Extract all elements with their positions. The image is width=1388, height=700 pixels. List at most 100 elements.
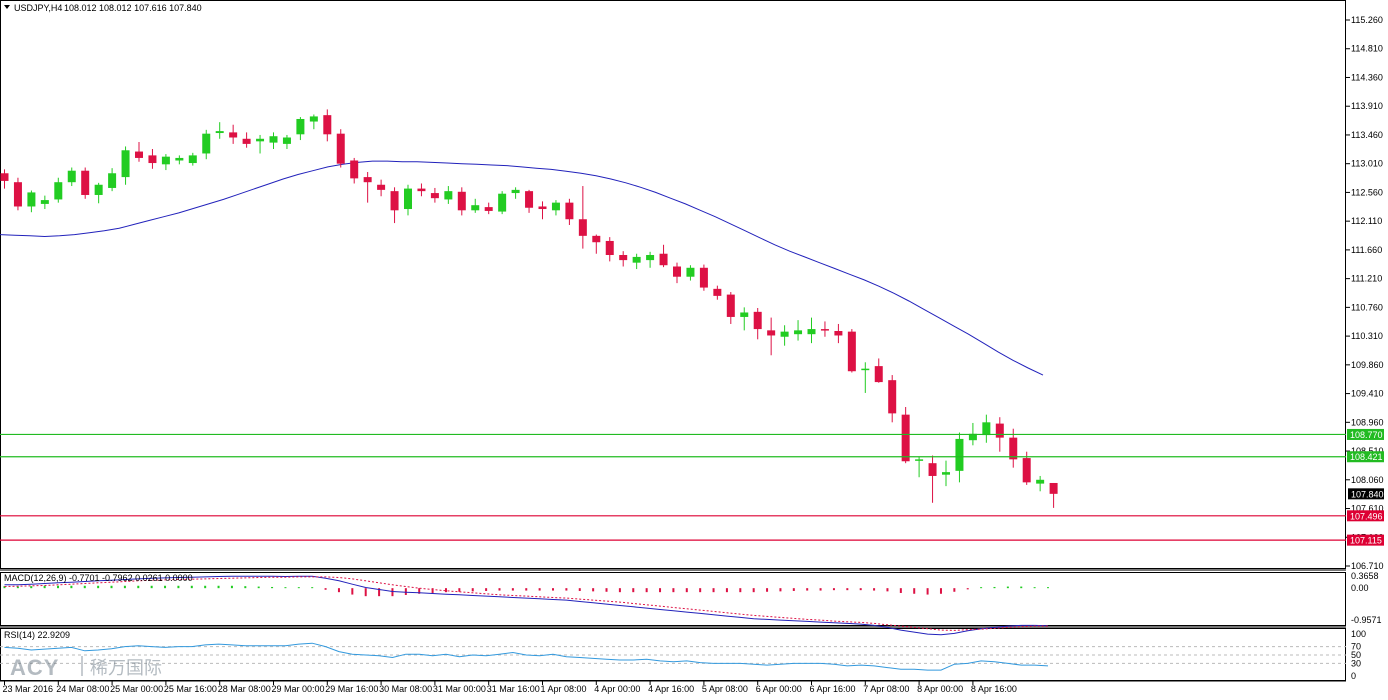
candle-body: [713, 288, 722, 296]
level-price-label: 108.421: [1350, 452, 1383, 462]
macd-histogram-bar: [337, 588, 340, 593]
candle: [713, 285, 722, 300]
macd-histogram-bar: [993, 586, 996, 589]
price-tick-label: 114.810: [1351, 44, 1383, 54]
candle-body: [13, 182, 22, 207]
candle: [1036, 475, 1045, 492]
macd-histogram-bar: [618, 588, 621, 593]
macd-histogram-bar: [886, 588, 889, 592]
level-price-box: [1347, 510, 1384, 522]
candle-body: [121, 150, 130, 178]
time-tick-label: 8 Apr 16:00: [971, 684, 1017, 694]
candle: [767, 317, 776, 356]
dropdown-triangle-icon[interactable]: [4, 5, 10, 9]
price-tick-label: 106.710: [1351, 561, 1384, 571]
candle: [659, 244, 668, 268]
candle: [188, 152, 197, 166]
macd-histogram-bar: [177, 585, 180, 589]
price-tick-label: 113.010: [1351, 159, 1383, 169]
candle-body: [659, 253, 668, 266]
candle: [807, 317, 816, 344]
candle-body: [955, 438, 964, 471]
candle: [242, 132, 251, 148]
macd-histogram-bar: [832, 588, 835, 591]
macd-histogram-bar: [632, 588, 635, 593]
macd-histogram-bar: [806, 588, 809, 591]
macd-histogram-bar: [565, 588, 568, 591]
candle: [282, 134, 291, 149]
macd-histogram-bar: [846, 588, 849, 591]
macd-histogram-bar: [926, 588, 929, 595]
level-price-box: [1347, 534, 1384, 546]
price-tick-label: 110.310: [1351, 331, 1383, 341]
macd-histogram-bar: [43, 585, 46, 589]
time-tick-label: 8 Apr 00:00: [917, 684, 963, 694]
candle-body: [605, 240, 614, 256]
candle: [0, 169, 9, 189]
candle-body: [874, 366, 883, 383]
candle: [256, 134, 265, 154]
macd-indicator: 0.3658 0.00 -0.9571: [3, 571, 1382, 636]
candle: [982, 414, 991, 443]
watermark-brand: ACY: [10, 655, 59, 680]
time-tick-label: 1 Apr 08:00: [541, 684, 587, 694]
candle-body: [282, 137, 291, 144]
candle: [202, 129, 211, 160]
macd-histogram-bar: [271, 586, 274, 589]
candle: [605, 237, 614, 262]
macd-histogram-bar: [351, 588, 354, 595]
candle-body: [1022, 458, 1031, 483]
price-tick-label: 108.510: [1351, 446, 1384, 456]
candle: [269, 132, 278, 149]
candle: [686, 265, 695, 281]
candle-body: [632, 256, 641, 263]
level-price-box: [1347, 451, 1384, 463]
candle: [834, 323, 843, 344]
candle-body: [390, 191, 399, 211]
candle: [726, 292, 735, 324]
macd-histogram-bar: [712, 588, 715, 593]
macd-axis-label: 0.3658: [1351, 571, 1379, 581]
time-tick-label: 6 Apr 16:00: [810, 684, 856, 694]
candle-body: [309, 116, 318, 122]
candle-body: [686, 267, 695, 277]
candle: [498, 191, 507, 215]
candle-body: [363, 177, 372, 183]
macd-histogram-bar: [659, 588, 662, 593]
candle-body: [807, 329, 816, 335]
candle: [94, 182, 103, 204]
candle-body: [430, 193, 439, 199]
candle: [404, 184, 412, 216]
candle: [430, 187, 439, 203]
macd-histogram-bar: [123, 585, 126, 589]
candle-body: [901, 414, 910, 462]
candle-body: [40, 200, 49, 204]
time-tick-label: 29 Mar 16:00: [325, 684, 378, 694]
candle-body: [484, 207, 493, 211]
candle: [632, 253, 641, 270]
candle-body: [538, 206, 547, 210]
macd-histogram-bar: [284, 587, 287, 589]
candle: [942, 460, 950, 487]
candle: [753, 308, 762, 340]
candle-body: [968, 433, 977, 441]
candle: [81, 167, 90, 199]
candle-body: [525, 191, 534, 208]
macd-histogram-bar: [913, 588, 916, 594]
candle: [121, 146, 130, 185]
candle-body: [161, 156, 170, 165]
candle: [525, 189, 534, 213]
macd-histogram-bar: [30, 586, 33, 589]
candle: [229, 124, 238, 144]
macd-histogram-bar: [297, 587, 300, 589]
macd-histogram-bar: [779, 588, 782, 592]
candle: [955, 432, 964, 483]
main-panel-frame: [0, 0, 1346, 569]
candle: [538, 201, 547, 220]
macd-histogram-bar: [485, 588, 488, 591]
candle-body: [578, 219, 587, 236]
macd-histogram-bar: [966, 588, 969, 590]
macd-axis-label: 0.00: [1351, 583, 1369, 593]
candle: [363, 171, 372, 203]
